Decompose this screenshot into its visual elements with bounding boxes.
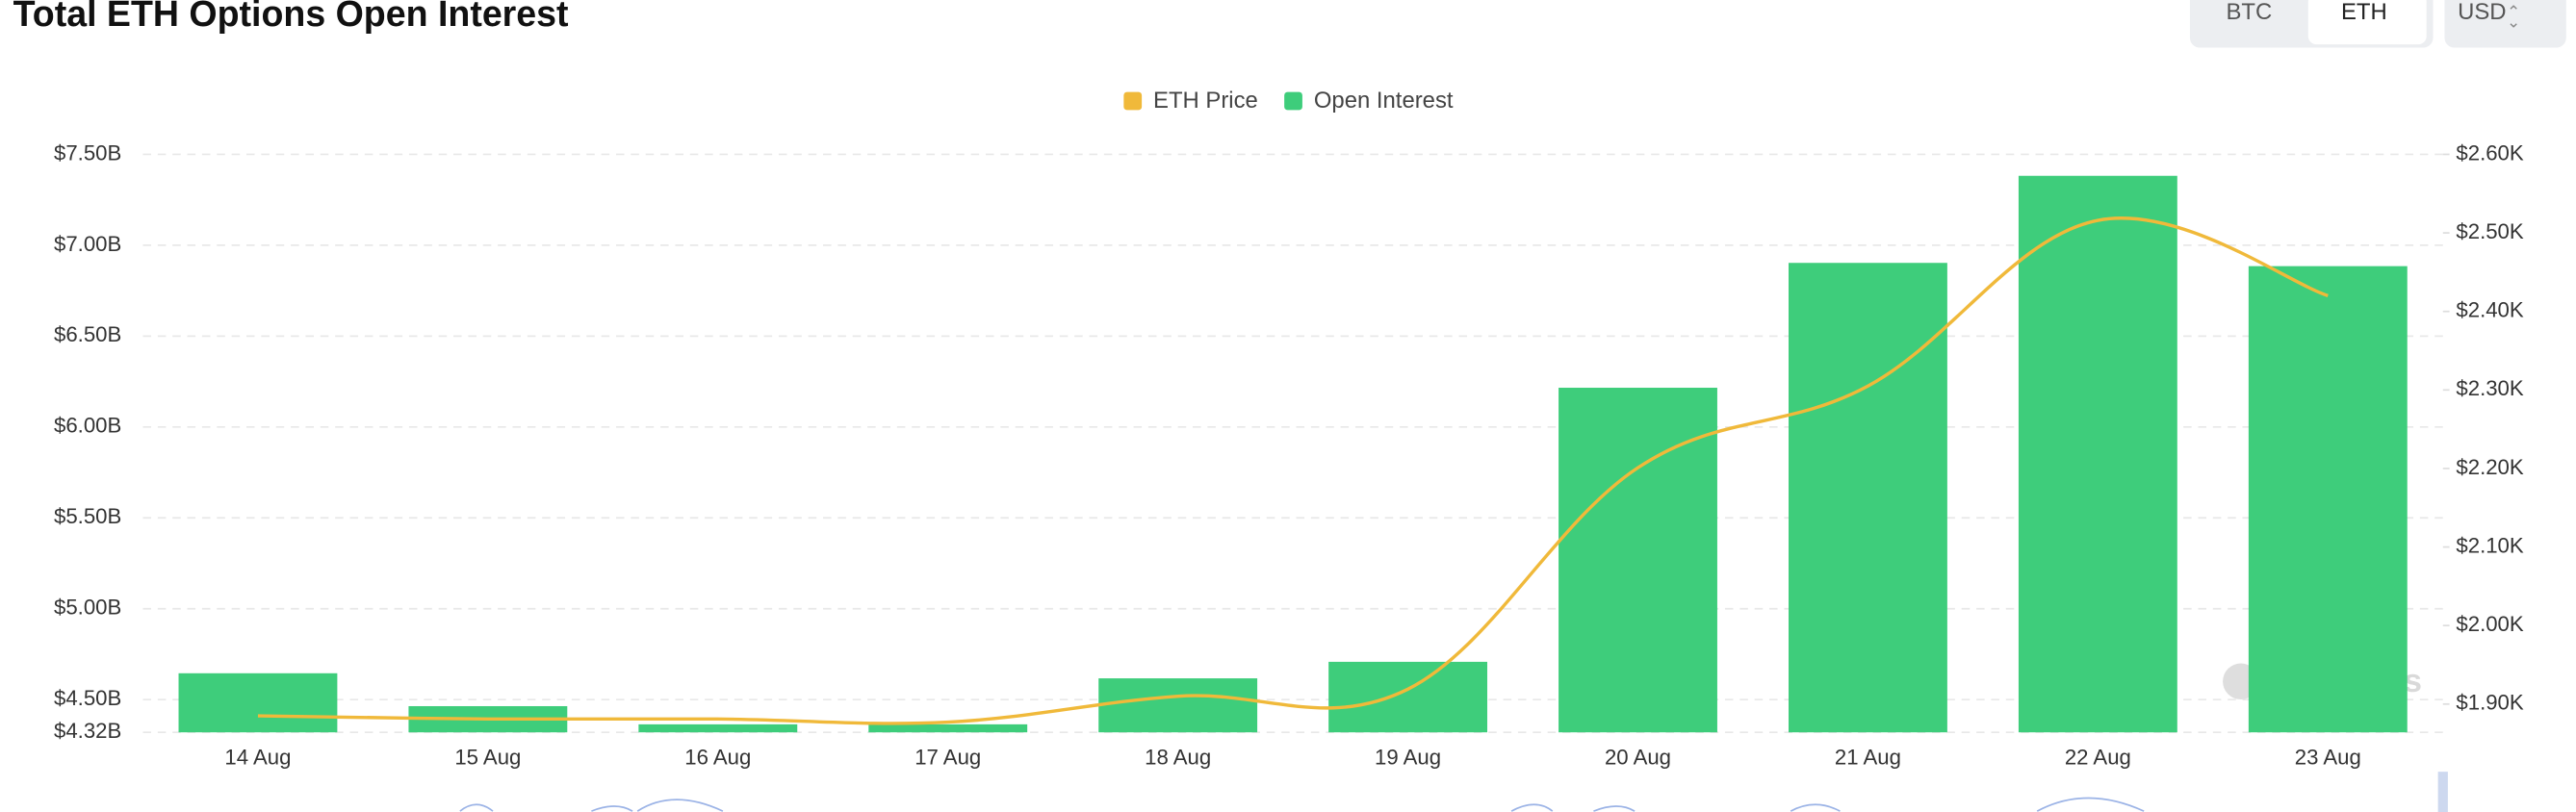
x-tick-label: 15 Aug	[454, 745, 521, 769]
currency-select	[2444, 0, 2566, 48]
legend-label: ETH Price	[1153, 88, 1258, 114]
minimap	[459, 797, 2145, 812]
bar	[1328, 661, 1488, 733]
legend-label: Open Interest	[1314, 88, 1454, 114]
select-arrow: ⌃	[2507, 3, 2520, 21]
currency[interactable]: USD	[2458, 0, 2506, 25]
price-line	[257, 216, 2329, 725]
bar	[1789, 263, 1947, 733]
bar	[178, 672, 338, 733]
y-tick-label: $4.50B	[54, 686, 121, 710]
chart-title: Total ETH Options Open Interest	[13, 0, 569, 34]
x-tick-label: 14 Aug	[224, 745, 291, 769]
select-arrow: ⌄	[2507, 13, 2520, 31]
minimap-handle	[2437, 772, 2448, 812]
y-tick-label: $5.00B	[54, 596, 121, 620]
y-tick-label: $6.00B	[54, 414, 121, 438]
y-tick-label: $7.00B	[54, 232, 121, 256]
x-tick-label: 22 Aug	[2065, 745, 2131, 769]
coin-button[interactable]: ETH	[2341, 0, 2387, 25]
y2-tick-label: $2.40K	[2456, 298, 2523, 322]
y2-tick-label: $2.10K	[2456, 533, 2523, 557]
y-tick-label: $4.32B	[54, 719, 121, 743]
legend-swatch	[1123, 91, 1143, 111]
y2-tick-label: $2.50K	[2456, 219, 2523, 243]
y-tick-label: $5.50B	[54, 504, 121, 528]
bar	[638, 723, 798, 733]
x-tick-label: 17 Aug	[914, 745, 981, 769]
bar	[2018, 175, 2177, 733]
bar	[1558, 388, 1717, 733]
y-tick-label: $6.50B	[54, 322, 121, 346]
x-tick-label: 23 Aug	[2295, 745, 2361, 769]
y2-tick-label: $2.00K	[2456, 612, 2523, 636]
y2-tick-label: $2.60K	[2456, 140, 2523, 165]
legend-swatch	[1284, 91, 1302, 111]
x-tick-label: 21 Aug	[1835, 745, 1901, 769]
y-tick-label: $7.50B	[54, 140, 121, 165]
coin-button[interactable]: BTC	[2227, 0, 2273, 25]
x-tick-label: 19 Aug	[1375, 745, 1441, 769]
bar	[1098, 678, 1258, 733]
bar	[868, 723, 1028, 733]
y2-tick-label: $2.30K	[2456, 376, 2523, 400]
y2-tick-label: $2.20K	[2456, 455, 2523, 479]
x-tick-label: 20 Aug	[1605, 745, 1671, 769]
bar	[2248, 266, 2408, 733]
coin-selected	[2307, 0, 2427, 45]
x-tick-label: 16 Aug	[684, 745, 751, 769]
x-tick-label: 18 Aug	[1145, 745, 1211, 769]
y2-tick-label: $1.90K	[2456, 691, 2523, 715]
